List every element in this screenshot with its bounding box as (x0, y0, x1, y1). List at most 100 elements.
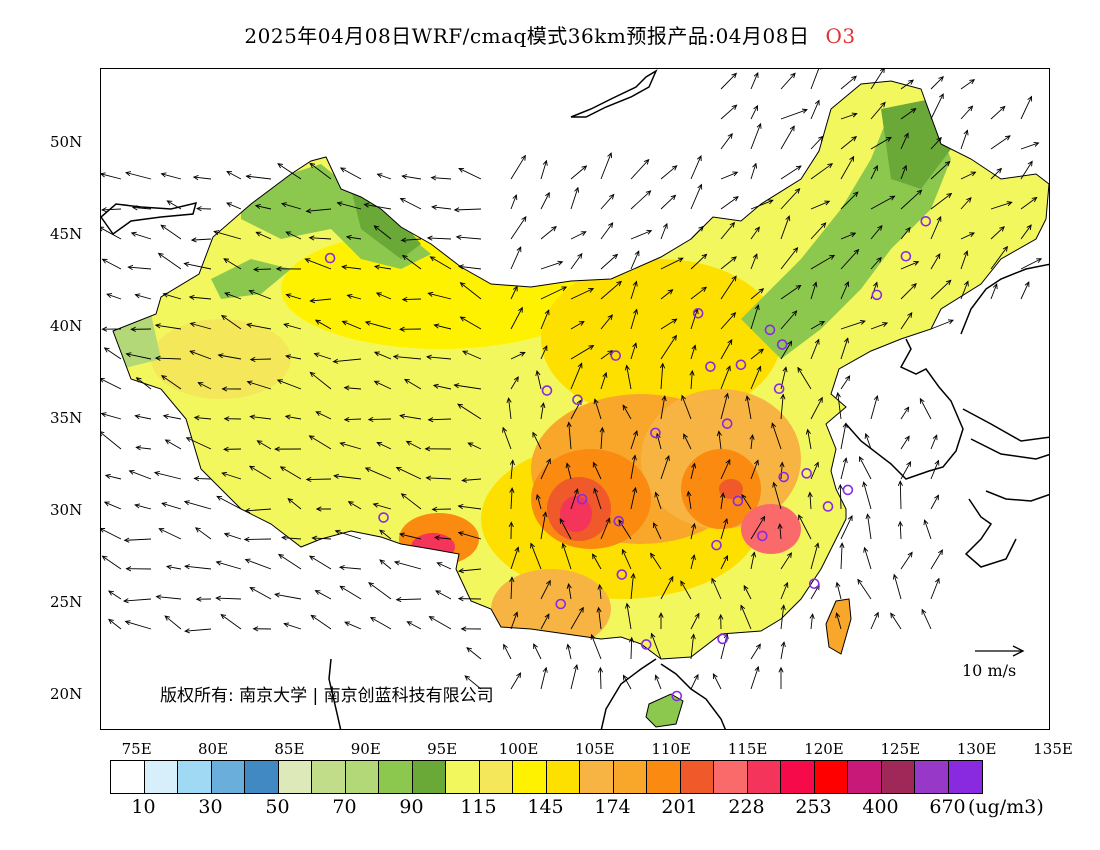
longitude-label: 80E (197, 740, 229, 758)
wind-arrow (222, 446, 242, 452)
wind-arrow (870, 195, 896, 210)
wind-arrow (509, 459, 515, 480)
wind-arrow (311, 535, 332, 541)
wind-arrow (101, 326, 122, 332)
wind-arrow (183, 261, 212, 270)
wind-arrow (810, 135, 824, 150)
wind-arrow (248, 289, 272, 300)
station-marker (801, 468, 812, 479)
wind-arrow (305, 476, 332, 483)
wind-arrow (592, 461, 602, 480)
colorbar-cell (781, 761, 815, 793)
wind-arrow (406, 621, 422, 630)
wind-arrow (690, 612, 700, 630)
coastline-india (328, 658, 342, 729)
wind-arrow (839, 542, 845, 570)
wind-arrow (125, 566, 152, 572)
station-marker (640, 639, 652, 650)
wind-arrow (185, 437, 212, 450)
wind-arrow (990, 283, 998, 300)
wind-arrow (960, 79, 976, 90)
wind-arrow (1020, 281, 1030, 300)
colorbar-label: 30 (198, 796, 223, 818)
wind-arrow (243, 536, 272, 542)
wind-arrow (217, 353, 242, 360)
wind-arrow (464, 675, 482, 690)
wind-arrow (215, 595, 242, 601)
wind-arrow (690, 462, 697, 480)
wind-arrow (750, 288, 765, 300)
wind-arrow (246, 380, 272, 390)
wind-arrow (216, 495, 242, 510)
wind-arrow (455, 234, 482, 240)
wind-arrow (540, 159, 548, 180)
wind-arrow (900, 108, 917, 120)
wind-arrow (810, 338, 820, 360)
wind-arrow (720, 256, 737, 270)
wind-arrow (840, 515, 853, 540)
wind-arrow (106, 293, 122, 300)
wind-arrow (108, 590, 122, 600)
wind-arrow (510, 376, 519, 390)
wind-arrow (921, 608, 932, 630)
wind-arrow (309, 162, 332, 180)
colorbar-cell (144, 761, 178, 793)
station-marker (920, 215, 932, 227)
wind-arrow (630, 308, 638, 330)
wind-arrow (510, 546, 520, 570)
wind-arrow (503, 643, 512, 660)
wind-arrow (743, 584, 752, 600)
wind-arrow (720, 104, 738, 120)
wind-arrow (540, 225, 557, 240)
wind-arrow (630, 280, 638, 300)
wind-arrow (103, 501, 122, 510)
wind-arrow (593, 487, 602, 510)
wind-arrow (570, 288, 595, 300)
wind-arrow (510, 246, 522, 270)
wind-arrow (624, 364, 632, 390)
wind-arrow (254, 204, 272, 210)
wind-arrow (459, 282, 482, 300)
wind-arrow (369, 616, 392, 630)
wind-arrow (457, 403, 482, 420)
wind-arrow (226, 202, 242, 210)
wind-arrow (510, 351, 526, 360)
longitude-label: 105E (575, 740, 615, 758)
wind-arrow (433, 535, 452, 541)
wind-arrow (540, 579, 551, 600)
colorbar-label: 670 (929, 796, 966, 818)
wind-arrow (135, 445, 152, 451)
wind-arrow (540, 511, 548, 540)
wind-arrow (379, 559, 392, 570)
wind-arrow (630, 190, 652, 210)
wind-arrow (253, 266, 272, 272)
station-marker (773, 383, 785, 395)
wind-arrow (630, 158, 650, 180)
wind-arrow (870, 101, 886, 120)
wind-arrow (900, 311, 913, 330)
wind-arrow (540, 402, 546, 420)
wind-arrow (930, 549, 943, 570)
wind-arrow (750, 643, 761, 660)
colorbar-cell (881, 761, 915, 793)
wind-arrow (435, 590, 452, 600)
colorbar-label: 70 (332, 796, 357, 818)
wind-arrow (127, 264, 152, 271)
wind-arrow (305, 208, 332, 214)
wind-arrow (160, 224, 182, 240)
wind-arrow (101, 377, 122, 390)
wind-arrow (660, 454, 670, 480)
wind-arrow (990, 135, 1011, 150)
wind-arrow (919, 397, 932, 420)
wind-arrow (930, 279, 952, 300)
wind-arrow (630, 229, 653, 240)
wind-arrow (195, 206, 212, 212)
wind-arrow (453, 207, 482, 213)
wind-arrow (405, 440, 422, 450)
wind-arrow (930, 577, 940, 600)
wind-arrow (221, 386, 242, 392)
wind-arrow (840, 191, 859, 210)
wind-arrow (690, 633, 696, 660)
coastline-japan (962, 408, 1049, 568)
wind-arrow (837, 483, 844, 510)
